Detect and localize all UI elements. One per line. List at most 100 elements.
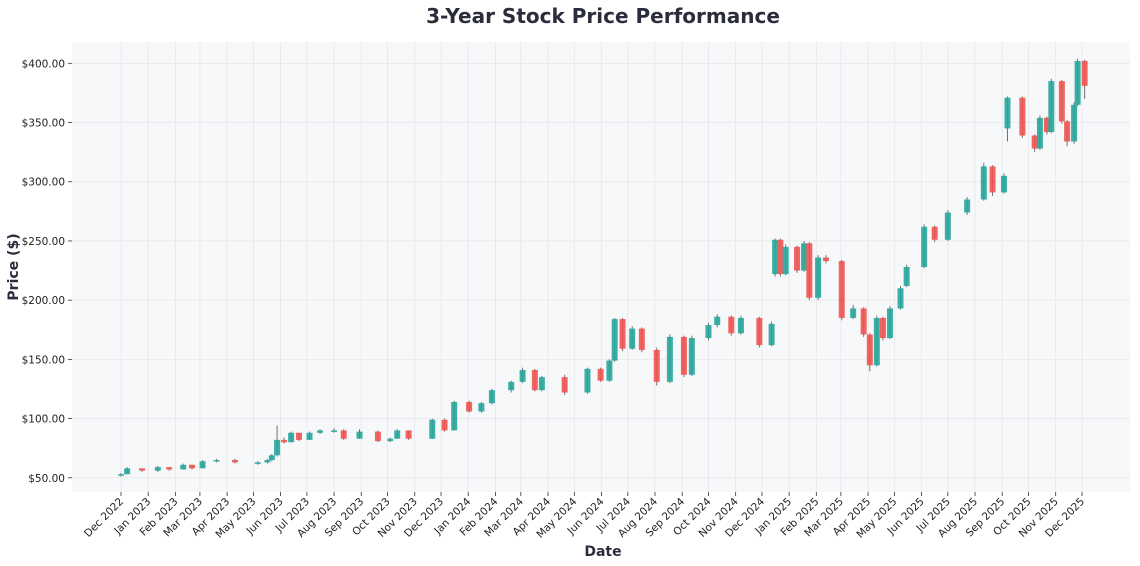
candle-body	[274, 439, 281, 456]
candle-up	[873, 315, 880, 367]
candle-body	[838, 261, 845, 318]
candle-body	[451, 402, 458, 431]
candle-up	[611, 317, 618, 362]
candles	[118, 58, 1088, 477]
candle-down	[1031, 134, 1038, 153]
candle-body	[801, 243, 808, 271]
candle-up	[737, 315, 744, 335]
candle-down	[1043, 116, 1050, 135]
candle-body	[897, 288, 904, 309]
candle-up	[478, 402, 485, 413]
candle-up	[1074, 58, 1081, 106]
candle-body	[508, 381, 515, 391]
candle-down	[777, 238, 784, 277]
candle-up	[629, 326, 636, 350]
candle-body	[139, 468, 146, 471]
candle-up	[1071, 102, 1078, 144]
candle-up	[180, 463, 187, 470]
candle-up	[213, 458, 220, 463]
candle-body	[606, 360, 613, 381]
candle-up	[306, 431, 313, 440]
candle-up	[886, 306, 893, 340]
candle-body	[1074, 60, 1081, 105]
y-tick-label: $300.00	[22, 177, 65, 189]
candle-body	[118, 474, 124, 476]
candle-body	[1048, 81, 1055, 132]
candle-body	[597, 368, 604, 381]
candle-up	[317, 429, 324, 434]
candle-up	[387, 437, 394, 443]
candle-body	[394, 430, 401, 439]
candle-body	[264, 460, 271, 463]
candle-up	[705, 322, 712, 341]
candle-up	[897, 285, 904, 310]
candle-body	[340, 430, 347, 439]
candle-down	[374, 430, 381, 443]
candle-down	[1064, 120, 1071, 147]
candle-body	[611, 319, 618, 361]
candle-body	[281, 439, 288, 443]
y-axis: $50.00 $100.00 $150.00 $200.00 $250.00 $300.0…	[22, 58, 72, 485]
candle-body	[374, 431, 381, 442]
candle-up	[488, 388, 495, 405]
candle-down	[295, 432, 302, 442]
candle-down	[989, 165, 996, 196]
candle-body	[772, 239, 779, 275]
candle-body	[295, 432, 302, 440]
candle-up	[118, 473, 124, 477]
candle-body	[189, 464, 196, 469]
candle-up	[964, 197, 971, 215]
candle-body	[429, 419, 436, 439]
candle-body	[850, 308, 857, 318]
candle-body	[1000, 175, 1007, 193]
candle-body	[705, 325, 712, 339]
candle-body	[1058, 81, 1065, 122]
candle-body	[180, 464, 187, 470]
candle-body	[405, 430, 412, 439]
candle-body	[980, 166, 987, 200]
candle-down	[1058, 79, 1065, 124]
candle-up	[274, 425, 281, 457]
candle-down	[756, 316, 763, 348]
candle-body	[531, 370, 538, 391]
candle-body	[989, 166, 996, 193]
candle-body	[777, 239, 784, 275]
plot-area	[72, 42, 1130, 492]
candle-down	[441, 418, 448, 432]
candle-down	[597, 367, 604, 382]
y-tick-label: $350.00	[22, 118, 65, 130]
candle-body	[873, 317, 880, 366]
candle-up	[331, 428, 338, 433]
y-tick-label: $250.00	[22, 236, 65, 248]
candle-body	[213, 460, 220, 462]
candle-down	[638, 327, 645, 353]
candle-body	[768, 323, 775, 346]
candle-body	[199, 461, 206, 469]
candle-body	[331, 430, 338, 432]
candle-down	[838, 259, 845, 321]
candle-down	[822, 255, 829, 264]
candle-up	[394, 429, 401, 439]
candle-body	[538, 377, 545, 391]
candle-down	[728, 315, 735, 336]
candle-up	[688, 335, 695, 376]
candle-down	[405, 430, 412, 440]
candle-up	[801, 240, 808, 272]
candle-body	[306, 432, 313, 440]
candle-up	[768, 321, 775, 347]
candle-body	[466, 402, 473, 412]
candle-down	[866, 333, 873, 372]
candle-body	[488, 390, 495, 404]
candle-body	[728, 316, 735, 334]
candle-body	[561, 377, 568, 393]
candle-body	[737, 317, 744, 334]
candle-up	[124, 467, 131, 475]
candle-body	[288, 432, 295, 443]
candle-up	[714, 314, 721, 328]
chart-title: 3-Year Stock Price Performance	[426, 4, 780, 28]
candle-body	[254, 462, 261, 464]
candle-up	[903, 264, 910, 288]
candle-body	[806, 243, 813, 298]
candle-down	[340, 429, 347, 440]
